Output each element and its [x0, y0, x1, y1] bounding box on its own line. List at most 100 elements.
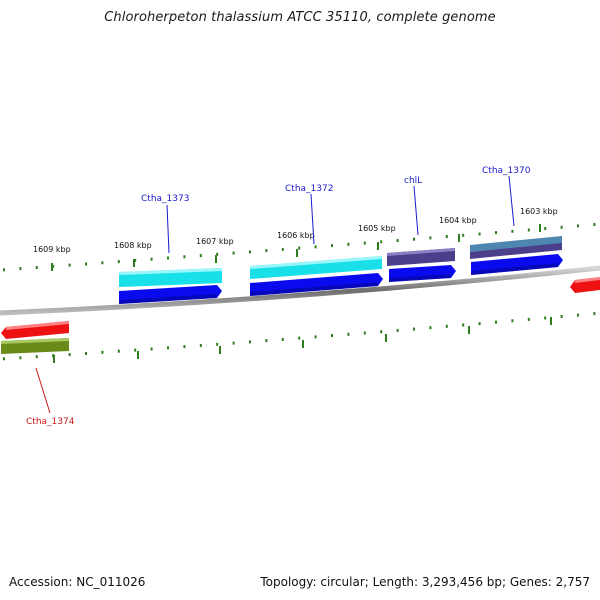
minor-tick	[331, 244, 333, 248]
tick-label-1607: 1607 kbp	[196, 237, 234, 246]
minor-tick	[199, 344, 202, 347]
minor-tick	[544, 316, 547, 320]
minor-tick	[52, 264, 55, 268]
minor-tick	[314, 335, 317, 339]
minor-tick	[150, 347, 153, 351]
minor-tick	[265, 249, 268, 253]
minor-tick	[429, 236, 432, 240]
genome-summary-text: Topology: circular; Length: 3,293,456 bp…	[260, 575, 590, 589]
minor-tick	[462, 323, 465, 327]
major-tick	[539, 224, 541, 232]
minor-tick	[3, 357, 5, 361]
feature-chll-class[interactable]	[387, 248, 455, 266]
minor-tick	[577, 313, 579, 317]
major-tick	[296, 249, 298, 257]
minor-tick	[232, 341, 235, 345]
cds-reverse-right-edge[interactable]	[570, 277, 600, 293]
major-tick	[458, 234, 460, 242]
minor-tick	[363, 331, 366, 335]
major-tick	[550, 317, 552, 325]
minor-tick	[298, 246, 301, 250]
genome-backbone	[0, 265, 600, 316]
feature-ctha-1374-class[interactable]	[1, 338, 69, 354]
minor-tick	[85, 262, 87, 266]
minor-tick	[85, 352, 87, 355]
minor-tick	[478, 232, 481, 236]
feature-ctha-1372-class[interactable]	[250, 256, 382, 279]
minor-tick	[593, 312, 596, 316]
minor-tick	[281, 247, 284, 251]
minor-tick	[183, 255, 186, 259]
minor-tick	[380, 330, 383, 334]
minor-tick	[167, 256, 169, 260]
minor-tick	[413, 237, 415, 241]
gene-label-chll[interactable]: chlL	[404, 176, 422, 186]
feature-ctha-1370-class[interactable]	[470, 236, 562, 259]
minor-tick	[68, 353, 71, 357]
minor-tick	[232, 251, 235, 255]
minor-tick	[314, 245, 317, 249]
minor-tick	[593, 223, 596, 226]
minor-tick	[249, 250, 251, 254]
major-tick	[385, 334, 387, 342]
feature-ctha-1373-class[interactable]	[119, 268, 222, 287]
minor-tick	[216, 252, 219, 256]
gene-label-ctha-1370[interactable]: Ctha_1370	[482, 166, 531, 176]
minor-tick	[150, 257, 153, 261]
minor-tick	[380, 240, 383, 244]
minor-tick	[347, 242, 350, 246]
minor-tick	[445, 324, 448, 328]
minor-tick	[167, 346, 169, 350]
gene-label-ctha-1374[interactable]: Ctha_1374	[26, 417, 75, 427]
accession-text: Accession: NC_011026	[9, 575, 146, 589]
minor-tick	[35, 266, 38, 269]
label-leaders	[35, 175, 515, 414]
minor-tick	[183, 345, 186, 349]
minor-tick	[117, 349, 120, 353]
cds-ctha-1372[interactable]	[250, 273, 383, 296]
minor-tick	[101, 350, 104, 354]
major-tick	[215, 255, 217, 263]
tick-label-1605: 1605 kbp	[358, 224, 396, 233]
minor-tick	[216, 342, 219, 346]
minor-tick	[298, 336, 301, 340]
cds-ctha-1370[interactable]	[471, 254, 563, 275]
tick-label-1604: 1604 kbp	[439, 216, 477, 225]
minor-tick	[363, 241, 366, 245]
minor-tick	[462, 233, 465, 237]
minor-tick	[35, 355, 38, 359]
gene-label-ctha-1372[interactable]: Ctha_1372	[285, 184, 333, 194]
minor-tick	[396, 239, 399, 242]
major-tick	[133, 259, 135, 267]
minor-tick	[396, 328, 399, 332]
map-title: Chloroherpeton thalassium ATCC 35110, co…	[104, 10, 496, 25]
outer-tick-ring	[3, 223, 596, 272]
minor-tick	[511, 229, 514, 233]
minor-tick	[249, 340, 251, 344]
cds-reverse-track	[1, 277, 600, 354]
minor-tick	[527, 317, 530, 321]
minor-tick	[101, 261, 104, 265]
minor-tick	[560, 315, 563, 318]
cds-ctha-1374[interactable]	[1, 321, 69, 339]
inner-tick-ring	[3, 312, 596, 363]
cds-chll[interactable]	[389, 265, 456, 282]
minor-tick	[478, 322, 481, 326]
tick-label-1606: 1606 kbp	[277, 231, 315, 240]
function-track	[119, 236, 562, 287]
minor-tick	[19, 267, 22, 271]
minor-tick	[281, 337, 284, 341]
minor-tick	[199, 254, 202, 258]
gene-label-ctha-1373[interactable]: Ctha_1373	[141, 194, 189, 204]
major-tick	[137, 351, 139, 359]
minor-tick	[68, 263, 71, 267]
tick-label-1608: 1608 kbp	[114, 241, 152, 250]
cds-forward-track	[119, 254, 563, 304]
cds-ctha-1373[interactable]	[119, 285, 222, 304]
major-tick	[468, 326, 470, 334]
minor-tick	[429, 326, 432, 330]
major-tick	[377, 242, 379, 250]
major-tick	[302, 340, 304, 348]
major-tick	[219, 346, 221, 354]
